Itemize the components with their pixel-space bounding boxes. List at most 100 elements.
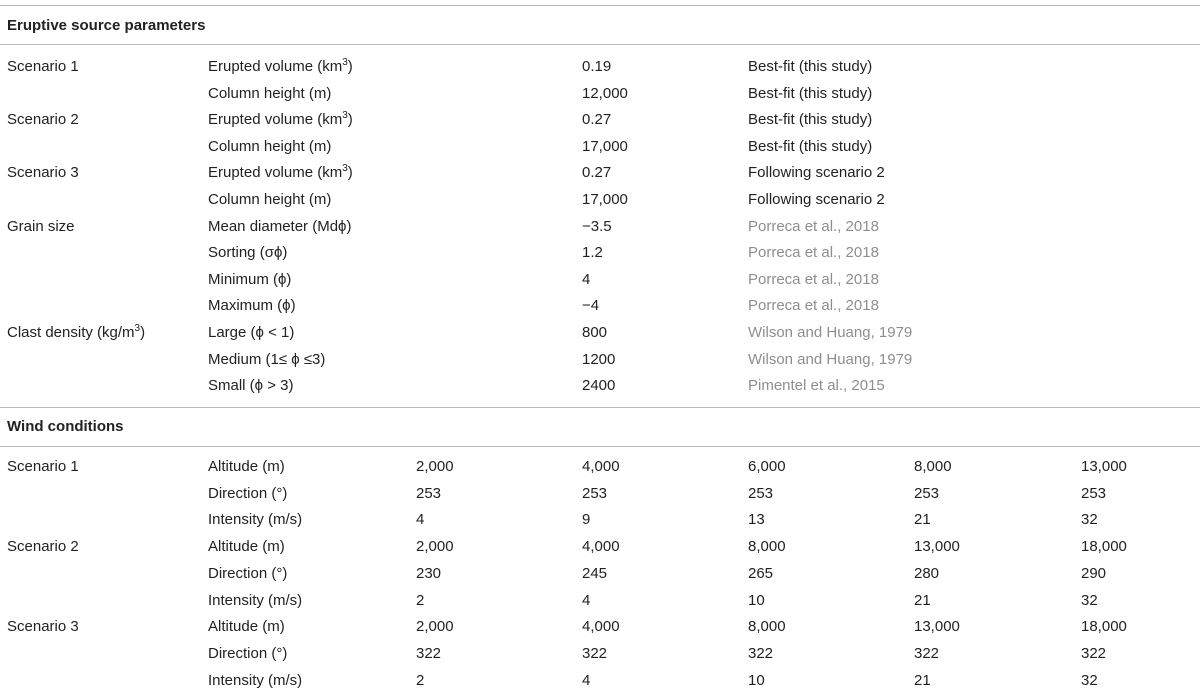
parameter-label-text: Erupted volume (km xyxy=(208,111,343,129)
parameter-value: 1.2 xyxy=(582,244,603,262)
wind-value-4: 13,000 xyxy=(914,618,960,636)
wind-value-1: 2,000 xyxy=(416,458,454,475)
wind-value-5: 322 xyxy=(1081,644,1107,662)
parameter-value: 17,000 xyxy=(582,191,628,208)
wind-value-1: 4 xyxy=(416,511,425,529)
table-row: Intensity (m/s) 2 4 10 21 32 xyxy=(0,672,1200,699)
wind-value-2: 245 xyxy=(582,564,608,582)
parameter-value: −4 xyxy=(582,297,600,315)
table-row: Direction (°) 322 322 322 322 322 xyxy=(0,645,1200,672)
source-label: Wilson and Huang, 1979 xyxy=(748,324,913,341)
wind-value-4: 21 xyxy=(914,671,931,689)
table-row: Direction (°) 230 245 265 280 290 xyxy=(0,565,1200,592)
row-group-label: Scenario 3 xyxy=(7,164,79,182)
parameter-label: Mean diameter (Mdϕ) xyxy=(208,217,352,235)
table-row: Column height (m) 17,000 Best-fit (this st… xyxy=(0,138,1200,165)
parameter-label: Intensity (m/s) xyxy=(208,591,303,609)
parameter-value: −3.5 xyxy=(582,217,612,235)
wind-value-4: 21 xyxy=(914,591,931,609)
source-label: Porreca et al., 2018 xyxy=(748,270,879,288)
parameter-value: 1200 xyxy=(582,350,616,368)
parameter-label-text: Erupted volume (km xyxy=(208,164,343,182)
parameter-label: Medium (1≤ ϕ ≤3) xyxy=(208,350,326,368)
parameter-value: 0.27 xyxy=(582,111,612,129)
wind-value-5: 253 xyxy=(1081,484,1107,502)
table-row: Minimum (ϕ) 4 Porreca et al., 2018 xyxy=(0,271,1200,298)
row-group-label: Scenario 3 xyxy=(7,618,79,636)
table-row: Column height (m) 17,000 Following scenari… xyxy=(0,191,1200,218)
source-label: Porreca et al., 2018 xyxy=(748,244,879,262)
parameter-label: Column height (m) xyxy=(208,191,332,208)
wind-value-2: 4,000 xyxy=(582,618,620,636)
wind-value-2: 9 xyxy=(582,511,591,529)
row-group-label-superscript: 3 xyxy=(134,323,141,334)
wind-value-2: 4,000 xyxy=(582,458,620,475)
source-label: Following scenario 2 xyxy=(748,164,885,182)
section-rule-wind xyxy=(0,446,1200,447)
parameter-label: Altitude (m) xyxy=(208,538,285,556)
row-group-label-text-after: ) xyxy=(140,324,146,341)
wind-value-3: 253 xyxy=(748,484,774,502)
table-row: Grain size Mean diameter (Mdϕ) −3.5 Porreca… xyxy=(0,218,1200,245)
wind-value-1: 2 xyxy=(416,591,425,609)
wind-value-2: 4 xyxy=(582,671,591,689)
wind-value-1: 230 xyxy=(416,564,442,582)
table-row: Column height (m) 12,000 Best-fit (this st… xyxy=(0,85,1200,112)
section-heading-eruptive: Eruptive source parameters xyxy=(7,17,206,34)
parameter-label-text-after: ) xyxy=(347,111,353,129)
parameter-label-superscript: 3 xyxy=(342,110,348,122)
parameter-value: 800 xyxy=(582,324,608,341)
table-row: Scenario 3 Altitude (m) 2,000 4,000 8,000 13,… xyxy=(0,618,1200,645)
wind-value-4: 8,000 xyxy=(914,458,952,475)
wind-value-4: 280 xyxy=(914,564,940,582)
wind-value-2: 322 xyxy=(582,644,608,662)
parameter-label: Large (ϕ < 1) xyxy=(208,324,295,341)
parameter-label-superscript: 3 xyxy=(342,57,348,68)
table-row: Direction (°) 253 253 253 253 253 xyxy=(0,485,1200,512)
parameter-label: Direction (°) xyxy=(208,484,288,502)
wind-value-5: 18,000 xyxy=(1081,618,1127,636)
wind-value-5: 32 xyxy=(1081,671,1098,689)
parameter-label: Intensity (m/s) xyxy=(208,671,303,689)
wind-value-4: 322 xyxy=(914,644,940,662)
parameter-label: Intensity (m/s) xyxy=(208,511,303,529)
wind-value-3: 8,000 xyxy=(748,618,786,636)
section-heading-wind: Wind conditions xyxy=(7,418,124,435)
parameter-label: Erupted volume (km3) xyxy=(208,110,353,129)
wind-value-1: 2,000 xyxy=(416,618,454,636)
parameter-label: Direction (°) xyxy=(208,644,288,662)
source-label: Best-fit (this study) xyxy=(748,137,873,155)
table-top-rule xyxy=(0,5,1200,6)
row-group-label: Scenario 2 xyxy=(7,538,79,556)
wind-value-3: 10 xyxy=(748,671,765,689)
wind-value-3: 13 xyxy=(748,511,765,529)
wind-value-3: 322 xyxy=(748,644,774,662)
wind-value-1: 322 xyxy=(416,644,442,662)
wind-value-2: 4,000 xyxy=(582,538,620,556)
parameter-label: Minimum (ϕ) xyxy=(208,270,292,288)
source-label: Best-fit (this study) xyxy=(748,111,873,129)
wind-value-1: 2,000 xyxy=(416,538,454,556)
wind-value-5: 13,000 xyxy=(1081,458,1127,475)
parameter-value: 2400 xyxy=(582,377,616,395)
wind-value-3: 265 xyxy=(748,564,774,582)
table-row: Small (ϕ > 3) 2400 Pimentel et al., 2015 xyxy=(0,377,1200,404)
table-row: Scenario 1 Erupted volume (km3) 0.19 Best-f… xyxy=(0,58,1200,85)
parameter-label-text-after: ) xyxy=(347,58,353,75)
table-row: Scenario 3 Erupted volume (km3) 0.27 Follow… xyxy=(0,164,1200,191)
parameter-label: Erupted volume (km3) xyxy=(208,164,353,182)
parameter-label-text: Erupted volume (km xyxy=(208,58,343,75)
table-row: Clast density (kg/m3) Large (ϕ < 1) 800 Wil… xyxy=(0,324,1200,351)
parameter-label: Column height (m) xyxy=(208,84,332,102)
wind-value-5: 32 xyxy=(1081,511,1098,529)
row-group-label: Grain size xyxy=(7,217,75,235)
table-row: Scenario 2 Altitude (m) 2,000 4,000 8,000 13,… xyxy=(0,538,1200,565)
section-rule-eruptive xyxy=(0,44,1200,45)
table-row: Sorting (σϕ) 1.2 Porreca et al., 2018 xyxy=(0,244,1200,271)
wind-value-1: 2 xyxy=(416,671,425,689)
parameter-label: Altitude (m) xyxy=(208,618,285,636)
table-row: Intensity (m/s) 4 9 13 21 32 xyxy=(0,511,1200,538)
wind-value-1: 253 xyxy=(416,484,442,502)
source-label: Best-fit (this study) xyxy=(748,84,873,102)
parameter-label: Direction (°) xyxy=(208,564,288,582)
